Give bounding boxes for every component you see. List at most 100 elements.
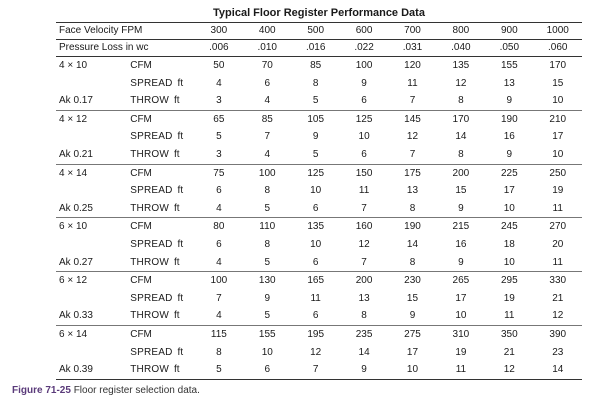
spread-value: 10 <box>358 131 370 143</box>
cfm-value: 200 <box>436 163 486 183</box>
throw-value: 11 <box>504 310 515 322</box>
cfm-value: 250 <box>533 163 582 183</box>
cfm-value: 190 <box>388 217 437 236</box>
cfm-value: 190 <box>485 109 534 129</box>
cfm-value: 145 <box>388 109 437 129</box>
spread-value: 6 <box>216 238 222 250</box>
spread-value: 17 <box>552 131 564 143</box>
empty-cell <box>56 344 124 362</box>
header-row-pressure: Pressure Loss in wc .006.010.016.022.031.… <box>56 39 582 57</box>
ak-value: Ak 0.21 <box>59 148 93 160</box>
throw-value: 4 <box>264 148 271 160</box>
velocity-value: 1000 <box>533 22 582 40</box>
velocity-value: 500 <box>291 22 340 40</box>
cfm-value: 110 <box>243 217 292 236</box>
spread-value: 13 <box>503 77 515 89</box>
cfm-value: 100 <box>194 271 244 290</box>
cfm-value: 295 <box>485 271 534 290</box>
velocity-value: 300 <box>194 22 244 40</box>
spread-unit: ft <box>177 131 184 143</box>
cfm-value: 120 <box>404 60 421 71</box>
spread-value: 9 <box>361 77 367 89</box>
spread-value: 8 <box>264 238 271 250</box>
throw-value: 5 <box>312 95 319 107</box>
velocity-value: 900 <box>485 22 534 40</box>
table-row-cfm: 4 × 14 CFM 75 100 125 150 175 200 225 250 <box>56 163 582 183</box>
cfm-value: 200 <box>339 271 389 290</box>
spread-value: 10 <box>310 238 322 250</box>
cfm-value: 130 <box>243 271 292 290</box>
throw-value: 8 <box>409 202 416 214</box>
spread-unit: ft <box>177 77 184 89</box>
throw-value: 11 <box>552 202 563 214</box>
throw-value: 5 <box>264 202 271 214</box>
pressure-label: Pressure Loss in wc <box>56 39 195 57</box>
spread-value: 8 <box>312 77 319 89</box>
pressure-value: .006 <box>194 39 244 57</box>
cfm-value: 155 <box>243 324 292 344</box>
table-row-cfm: 6 × 14 CFM 115 155 195 235 275 310 350 390 <box>56 324 582 344</box>
spread-unit: ft <box>177 292 184 304</box>
throw-label-cell: THROW ft <box>124 307 194 325</box>
cfm-label: CFM <box>124 324 195 344</box>
cfm-value: 270 <box>533 217 582 236</box>
velocity-value: 700 <box>388 22 437 40</box>
throw-label: THROW <box>130 95 169 107</box>
spread-value: 6 <box>216 185 222 197</box>
cfm-value: 80 <box>194 217 244 236</box>
throw-value: 3 <box>216 148 222 160</box>
throw-value: 12 <box>485 361 534 380</box>
cfm-value: 230 <box>388 271 437 290</box>
table-row-spread: SPREAD ft 6 8 10 11 13 15 17 19 <box>56 182 582 200</box>
throw-label-cell: THROW ft <box>124 200 194 218</box>
pressure-value: .060 <box>533 39 582 57</box>
spread-value: 19 <box>503 292 515 304</box>
spread-value: 17 <box>503 185 515 197</box>
spread-value: 5 <box>216 131 222 143</box>
velocity-value: 800 <box>436 22 486 40</box>
cfm-value: 85 <box>243 109 292 129</box>
throw-value: 5 <box>312 148 319 160</box>
spread-unit: ft <box>177 346 184 358</box>
spread-value: 20 <box>552 238 564 250</box>
table-row-throw: Ak 0.27 THROW ft 4 5 6 7 8 9 10 11 <box>56 254 582 272</box>
table-row-cfm: 4 × 10 CFM 50 70 85 100 120 135 155 170 <box>56 57 582 75</box>
pressure-value: .010 <box>243 39 292 57</box>
cfm-value: 350 <box>485 324 534 344</box>
cfm-value: 165 <box>291 271 340 290</box>
table-row-spread: SPREAD ft 8 10 12 14 17 19 21 23 <box>56 344 582 362</box>
spread-value: 17 <box>406 346 419 358</box>
cfm-value: 225 <box>485 163 534 183</box>
spread-value: 23 <box>552 346 564 358</box>
spread-label-cell: SPREAD ft <box>124 344 194 362</box>
cfm-value: 135 <box>452 60 470 71</box>
spread-value: 14 <box>358 346 370 358</box>
cfm-value: 390 <box>533 324 582 344</box>
cfm-value: 100 <box>243 163 292 183</box>
throw-value: 6 <box>312 256 319 268</box>
spread-value: 9 <box>264 292 271 304</box>
velocity-value: 400 <box>243 22 292 40</box>
throw-value: 8 <box>409 256 416 268</box>
throw-label-cell: THROW ft <box>124 361 195 380</box>
table-row-throw: Ak 0.33 THROW ft 4 5 6 8 9 10 11 12 <box>56 307 582 325</box>
throw-value: 6 <box>243 361 292 380</box>
throw-value: 14 <box>533 361 582 380</box>
cfm-value: 215 <box>436 217 486 236</box>
spread-value: 12 <box>406 131 419 143</box>
throw-unit: ft <box>174 95 180 107</box>
spread-value: 12 <box>358 238 370 250</box>
cfm-label: CFM <box>130 60 152 71</box>
throw-value: 7 <box>409 148 416 160</box>
cfm-value: 50 <box>213 60 225 71</box>
throw-unit: ft <box>174 310 180 322</box>
cfm-value: 170 <box>549 60 567 71</box>
spread-value: 11 <box>407 77 418 89</box>
throw-value: 11 <box>436 361 486 380</box>
spread-unit: ft <box>177 185 184 197</box>
pressure-value: .050 <box>485 39 534 57</box>
spread-value: 17 <box>455 292 467 304</box>
cfm-value: 235 <box>339 324 389 344</box>
spread-value: 16 <box>455 238 467 250</box>
spread-value: 15 <box>406 292 419 304</box>
